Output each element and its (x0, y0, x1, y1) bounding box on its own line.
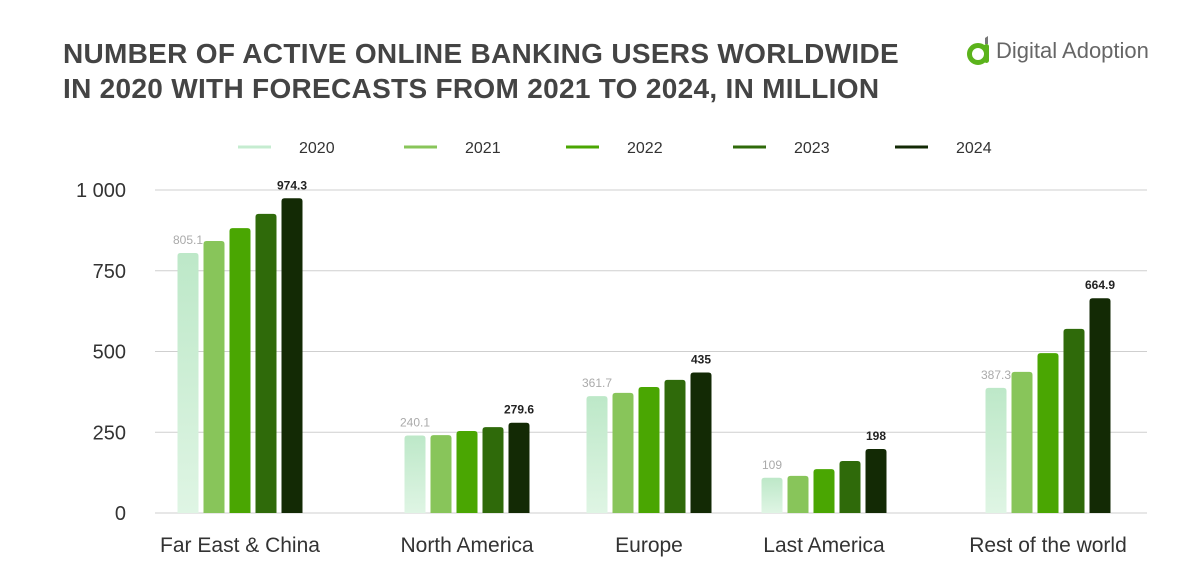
data-label-2024: 198 (866, 429, 886, 443)
data-label-2020: 361.7 (582, 376, 612, 390)
bar-2024-4 (1089, 298, 1111, 513)
y-tick-label: 750 (93, 261, 126, 283)
legend-label-2023: 2023 (794, 140, 830, 157)
data-label-2024: 279.6 (504, 403, 534, 417)
bar-2023-2 (664, 379, 686, 513)
bar-2023-3 (839, 460, 861, 513)
legend-label-2022: 2022 (627, 140, 663, 157)
bar-2020-2 (586, 396, 608, 513)
y-tick-label: 500 (93, 342, 126, 364)
data-label-2024: 435 (691, 352, 711, 366)
bar-2023-0 (255, 213, 277, 514)
y-tick-label: 250 (93, 422, 126, 444)
data-label-2020: 240.1 (400, 415, 430, 429)
title-line-1: NUMBER OF ACTIVE ONLINE BANKING USERS WO… (63, 38, 899, 69)
x-tick-label: Far East & China (160, 534, 320, 557)
y-tick-label: 0 (115, 503, 126, 525)
legend-label-2024: 2024 (956, 140, 992, 157)
bar-2020-1 (404, 435, 426, 513)
bar-2023-4 (1063, 328, 1085, 513)
bar-2021-4 (1011, 371, 1033, 513)
x-tick-label: Europe (615, 534, 683, 557)
bar-2022-3 (813, 469, 835, 513)
bar-2024-1 (508, 422, 530, 513)
legend-label-2021: 2021 (465, 140, 501, 157)
data-label-2020: 109 (762, 458, 782, 472)
x-tick-label: Last America (763, 534, 885, 557)
data-label-2020: 387.3 (981, 368, 1011, 382)
bar-2021-1 (430, 435, 452, 513)
bar-2022-0 (229, 228, 251, 513)
chart-title: NUMBER OF ACTIVE ONLINE BANKING USERS WO… (63, 36, 899, 106)
bar-2020-4 (985, 387, 1007, 513)
data-label-2024: 974.3 (277, 178, 307, 192)
bar-2021-0 (203, 241, 225, 513)
title-line-2: IN 2020 WITH FORECASTS FROM 2021 TO 2024… (63, 73, 880, 104)
bar-2024-0 (281, 198, 303, 514)
bar-2021-2 (612, 392, 634, 513)
bar-2024-3 (865, 449, 887, 513)
bar-2024-2 (690, 372, 712, 513)
bar-2022-1 (456, 430, 478, 513)
bar-2023-1 (482, 427, 504, 513)
logo-text: Digital Adoption (996, 38, 1149, 63)
bar-2021-3 (787, 475, 809, 513)
x-tick-label: Rest of the world (969, 534, 1127, 557)
data-label-2020: 805.1 (173, 233, 203, 247)
logo-icon (967, 36, 989, 65)
legend-label-2020: 2020 (299, 140, 335, 157)
bar-2022-2 (638, 387, 660, 513)
bar-2020-0 (177, 252, 199, 513)
x-tick-label: North America (400, 534, 533, 557)
y-tick-label: 1 000 (76, 180, 126, 202)
brand-logo: Digital Adoption (966, 36, 1149, 66)
bar-2022-4 (1037, 353, 1059, 513)
data-label-2024: 664.9 (1085, 278, 1115, 292)
bar-2020-3 (761, 477, 783, 513)
